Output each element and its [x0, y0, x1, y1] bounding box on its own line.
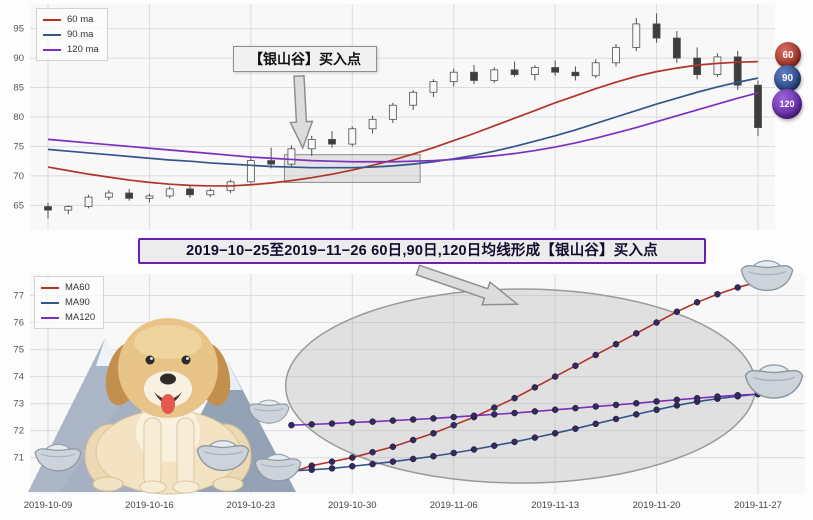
legend-label: MA90 — [65, 296, 90, 308]
ma60-badge: 60 — [775, 42, 801, 68]
x-tick-label: 2019-10-23 — [227, 500, 276, 511]
x-tick-label: 2019-11-13 — [531, 500, 579, 511]
silver-valley-ellipse — [284, 288, 757, 484]
ma90-badge: 90 — [774, 65, 801, 92]
ma-line-ma60 — [47, 60, 759, 187]
ma-line-ma120 — [291, 393, 759, 426]
ma120-line-swatch — [43, 48, 61, 51]
legend-label: MA120 — [65, 311, 96, 323]
legend-item-60ma: 60 ma — [43, 12, 99, 27]
y-tick-label: 75 — [13, 141, 24, 152]
legend-item-ma120: MA120 — [41, 310, 95, 325]
ma90-line-swatch — [41, 301, 59, 304]
y-tick-label: 77 — [13, 291, 24, 302]
buy-point-callout: 【银山谷】买入点 — [233, 46, 377, 72]
y-tick-label: 85 — [13, 83, 24, 94]
x-tick-label: 2019-11-20 — [633, 500, 681, 511]
top-candlestick-chart: 65 70 75 80 85 90 95 — [13, 4, 775, 230]
y-tick-label: 74 — [13, 372, 24, 383]
y-tick-label: 65 — [13, 200, 24, 211]
bottom-chart-legend: MA60 MA90 MA120 — [34, 276, 105, 329]
legend-item-120ma: 120 ma — [43, 42, 99, 57]
y-tick-label: 70 — [13, 171, 24, 182]
ma60-line-swatch — [43, 18, 61, 21]
ma120-line-swatch — [41, 316, 59, 319]
ma-line-ma90 — [47, 77, 759, 169]
legend-label: 120 ma — [67, 43, 99, 55]
y-tick-label: 90 — [13, 53, 24, 64]
y-tick-label: 76 — [13, 318, 24, 329]
bottom-ma-chart: 71 72 73 74 75 76 77 2019-10-09 2019-10-16 2019-1… — [13, 274, 805, 511]
top-chart-legend: 60 ma 90 ma 120 ma — [36, 8, 108, 61]
y-tick-label: 73 — [13, 399, 24, 410]
summary-banner: 2019−10−25至2019−11−26 60日,90日,120日均线形成【银… — [138, 238, 706, 264]
legend-label: MA60 — [65, 281, 90, 293]
ma-line-ma90 — [291, 393, 759, 472]
legend-item-ma60: MA60 — [41, 280, 95, 295]
ma-line-ma60 — [291, 281, 759, 474]
ma120-badge: 120 — [772, 89, 802, 119]
legend-label: 90 ma — [67, 28, 94, 40]
y-tick-label: 95 — [13, 24, 24, 35]
x-tick-label: 2019-10-30 — [328, 500, 377, 511]
ma90-line-swatch — [43, 33, 61, 36]
legend-item-ma90: MA90 — [41, 295, 95, 310]
x-tick-label: 2019-11-06 — [430, 500, 478, 511]
y-tick-label: 72 — [13, 426, 24, 437]
legend-label: 60 ma — [67, 13, 94, 25]
ma60-line-swatch — [41, 286, 59, 289]
x-tick-label: 2019-11-27 — [734, 500, 782, 511]
y-tick-label: 80 — [13, 112, 24, 123]
x-tick-label: 2019-10-09 — [24, 500, 73, 511]
x-tick-label: 2019-10-16 — [125, 500, 174, 511]
candlesticks — [44, 13, 762, 219]
legend-item-90ma: 90 ma — [43, 27, 99, 42]
y-tick-label: 75 — [13, 345, 24, 356]
y-tick-label: 71 — [13, 453, 24, 464]
ma-line-ma120 — [47, 92, 759, 163]
